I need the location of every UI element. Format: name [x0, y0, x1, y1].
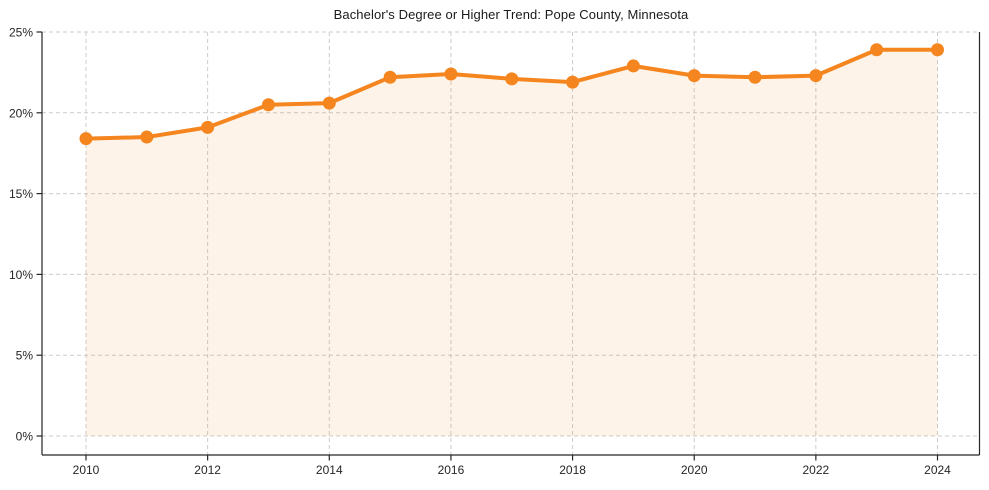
data-point-2018 — [566, 75, 580, 89]
data-point-2017 — [505, 72, 519, 86]
data-point-2016 — [444, 67, 458, 81]
x-tick-label: 2022 — [803, 463, 830, 477]
data-point-2022 — [809, 69, 823, 83]
data-point-2012 — [201, 120, 215, 134]
area-fill — [86, 49, 938, 436]
x-tick-label: 2018 — [559, 463, 586, 477]
y-tick-label: 20% — [9, 106, 33, 120]
x-tick-label: 2012 — [194, 463, 221, 477]
data-point-2015 — [383, 70, 397, 84]
x-tick-label: 2014 — [316, 463, 343, 477]
x-tick-label: 2024 — [924, 463, 951, 477]
chart-title: Bachelor's Degree or Higher Trend: Pope … — [333, 7, 689, 22]
data-point-2020 — [687, 69, 701, 83]
data-point-2014 — [322, 96, 336, 110]
y-tick-label: 25% — [9, 26, 33, 40]
data-point-2019 — [626, 59, 640, 73]
data-point-2024 — [931, 43, 944, 57]
x-tick-label: 2010 — [73, 463, 100, 477]
y-tick-label: 10% — [9, 268, 33, 282]
data-point-2011 — [140, 130, 154, 144]
y-tick-label: 5% — [16, 349, 34, 363]
data-point-2013 — [261, 98, 275, 112]
x-tick-label: 2016 — [438, 463, 465, 477]
y-tick-label: 0% — [16, 430, 34, 444]
x-tick-label: 2020 — [681, 463, 708, 477]
data-point-2023 — [870, 43, 884, 57]
y-tick-label: 15% — [9, 187, 33, 201]
data-point-2010 — [79, 132, 93, 146]
data-point-2021 — [748, 70, 762, 84]
